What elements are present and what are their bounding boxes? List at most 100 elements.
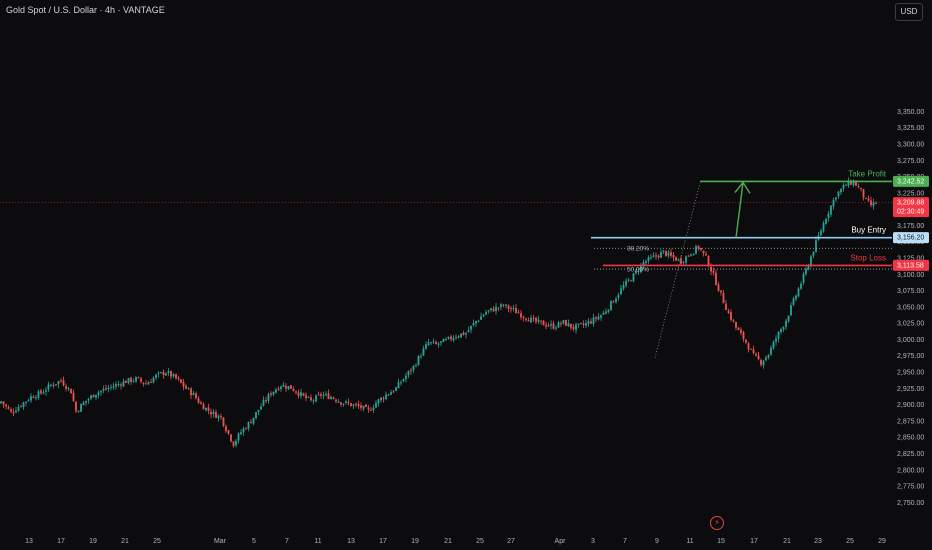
candle	[407, 370, 410, 379]
candle	[170, 370, 172, 380]
candle	[140, 376, 142, 384]
candle	[5, 403, 7, 410]
candle	[575, 322, 577, 334]
candle	[450, 334, 452, 342]
candle	[790, 302, 792, 317]
candle	[277, 386, 280, 391]
candle	[0, 400, 2, 405]
x-tick-label: 25	[846, 538, 854, 545]
candle	[612, 300, 615, 303]
candle	[367, 404, 370, 414]
candle	[445, 337, 447, 342]
candle	[652, 252, 655, 258]
candle	[242, 426, 245, 436]
candle	[865, 197, 867, 199]
candle	[440, 341, 442, 347]
candle	[172, 372, 175, 378]
candle	[680, 255, 682, 266]
candle	[287, 386, 290, 391]
candle	[410, 367, 412, 375]
fib-trend-line[interactable]	[654, 182, 701, 358]
y-tick-label: 3,325.00	[897, 125, 924, 132]
price-axis[interactable]: 2,750.00 2,775.00 2,800.00 2,825.00 2,850.00…	[893, 109, 929, 507]
currency-button[interactable]: USD	[895, 3, 923, 21]
candle	[167, 368, 170, 376]
candle	[377, 398, 380, 407]
candle	[512, 304, 515, 312]
candle	[310, 394, 312, 402]
candle	[127, 377, 130, 385]
candle	[152, 376, 155, 384]
candle	[815, 236, 817, 253]
symbol-title[interactable]: Gold Spot / U.S. Dollar · 4h · VANTAGE	[6, 5, 165, 15]
y-tick-label: 3,300.00	[897, 141, 924, 148]
candle	[192, 390, 195, 396]
candle	[382, 396, 385, 403]
candle	[160, 371, 162, 374]
candle	[62, 376, 65, 387]
take-profit-label: Take Profit	[848, 169, 887, 178]
candle	[635, 268, 637, 276]
x-tick-label: 17	[379, 538, 387, 545]
candle	[547, 322, 550, 328]
candle	[205, 407, 207, 412]
candle	[145, 379, 147, 385]
candle	[772, 340, 775, 351]
candle	[525, 317, 527, 322]
y-tick-label: 3,050.00	[897, 304, 924, 311]
y-tick-label: 3,175.00	[897, 223, 924, 230]
candle	[397, 379, 400, 389]
candle	[50, 383, 52, 387]
candle	[187, 387, 190, 390]
candle	[55, 384, 57, 387]
candle	[467, 326, 470, 333]
fib-level-label: 38.20%	[627, 246, 649, 253]
candle	[272, 391, 275, 397]
candle	[505, 303, 507, 309]
x-tick-label: 11	[314, 538, 321, 545]
candle	[52, 382, 55, 389]
candle	[40, 388, 42, 395]
candle	[485, 310, 487, 316]
candle	[605, 308, 607, 315]
y-tick-label: 2,775.00	[897, 484, 924, 491]
y-tick-label: 2,950.00	[897, 370, 924, 377]
candle	[802, 271, 805, 286]
candle	[20, 404, 22, 408]
x-tick-label: Apr	[555, 538, 567, 545]
candle	[177, 375, 180, 382]
candle	[117, 380, 120, 388]
candle	[437, 341, 440, 348]
candle	[10, 407, 12, 414]
candle	[832, 197, 835, 210]
candle	[327, 389, 330, 400]
candle	[460, 333, 462, 338]
candle	[717, 281, 720, 292]
candle	[740, 327, 742, 336]
candle	[77, 410, 80, 413]
candle	[147, 380, 150, 385]
candle	[35, 394, 37, 401]
candle	[112, 382, 115, 390]
candle	[475, 320, 477, 328]
candle	[692, 253, 695, 256]
candle	[380, 396, 382, 403]
lightning-icon[interactable]: ⚡	[710, 516, 724, 530]
y-tick-label: 3,125.00	[897, 255, 924, 262]
y-tick-label: 2,750.00	[897, 500, 924, 507]
candle	[95, 394, 97, 401]
candle	[165, 372, 167, 377]
candle	[30, 393, 32, 404]
candle	[867, 195, 870, 202]
projection-arrow[interactable]	[735, 182, 744, 238]
candle	[602, 310, 605, 315]
candle	[372, 404, 375, 414]
drawings-layer[interactable]: 38.20% 50.00% Buy Entry Stop Loss Take Profi…	[0, 169, 892, 358]
buy-entry-price-tag: 3,156.20	[893, 232, 929, 244]
candle	[162, 369, 165, 379]
candle	[305, 392, 307, 402]
candle	[285, 382, 287, 392]
candle	[442, 338, 445, 343]
x-tick-label: 5	[252, 538, 256, 545]
